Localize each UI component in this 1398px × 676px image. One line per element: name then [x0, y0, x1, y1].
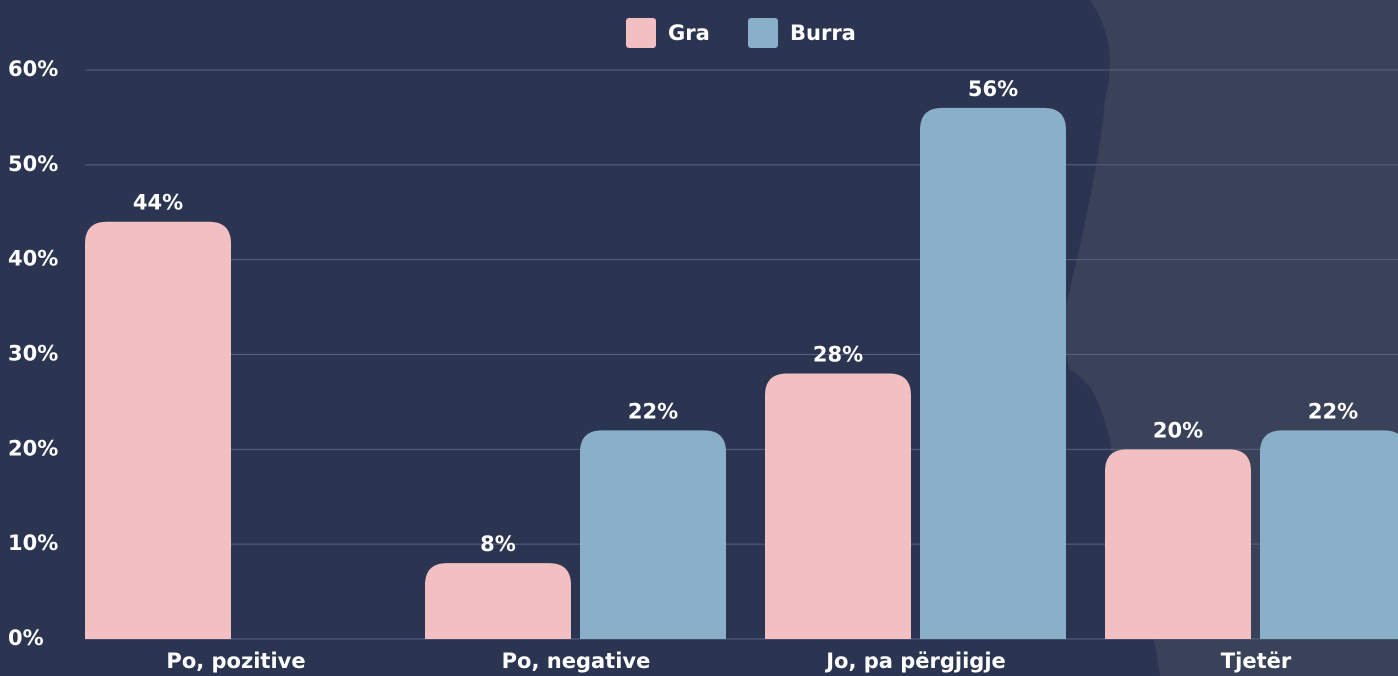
value-label: 56%: [968, 77, 1018, 101]
bar: [1260, 430, 1398, 639]
y-tick-label: 20%: [8, 436, 58, 460]
bar: [765, 373, 911, 639]
y-tick-label: 0%: [8, 626, 44, 650]
x-tick-label: Tjetër: [1221, 649, 1292, 673]
value-label: 22%: [1308, 399, 1358, 423]
legend-swatch: [748, 18, 778, 48]
value-label: 28%: [813, 342, 863, 366]
y-tick-label: 60%: [8, 57, 58, 81]
y-tick-label: 30%: [8, 342, 58, 366]
x-tick-label: Po, pozitive: [166, 649, 305, 673]
legend-swatch: [626, 18, 656, 48]
bar: [920, 107, 1066, 639]
value-label: 22%: [628, 399, 678, 423]
value-label: 8%: [480, 532, 516, 556]
y-tick-label: 10%: [8, 531, 58, 555]
y-tick-label: 50%: [8, 152, 58, 176]
value-label: 44%: [133, 191, 183, 215]
value-label: 20%: [1153, 418, 1203, 442]
x-tick-label: Jo, pa përgjigje: [824, 649, 1006, 673]
bar: [1105, 449, 1251, 639]
legend-label: Gra: [668, 21, 710, 45]
y-tick-label: 40%: [8, 247, 58, 271]
bar: [85, 221, 231, 639]
x-tick-label: Po, negative: [502, 649, 651, 673]
bar: [425, 563, 571, 639]
legend-label: Burra: [790, 21, 856, 45]
bar: [580, 430, 726, 639]
